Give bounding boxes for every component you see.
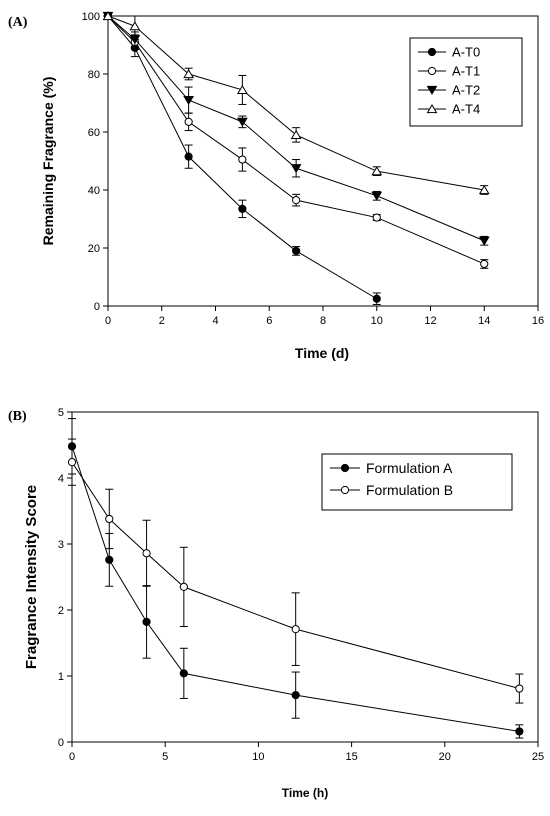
- panel-label: (A): [8, 15, 28, 30]
- series-line: [71, 446, 520, 732]
- x-tick-label: 0: [105, 315, 111, 327]
- legend-item: A-T2: [418, 83, 480, 98]
- legend-marker: [340, 485, 350, 495]
- data-point: [237, 84, 248, 95]
- data-point: [371, 166, 383, 176]
- x-tick-label: 14: [478, 315, 490, 327]
- legend-item: Formulation B: [330, 482, 453, 498]
- x-axis-title: Time (d): [295, 345, 349, 361]
- data-point: [105, 514, 114, 524]
- legend-marker: [427, 66, 437, 76]
- x-tick-label: 5: [162, 751, 168, 763]
- x-tick-label: 6: [266, 315, 272, 327]
- legend-label: Formulation A: [366, 460, 453, 476]
- y-tick-label: 1: [58, 671, 64, 683]
- data-point: [372, 294, 381, 303]
- x-tick-label: 4: [212, 315, 218, 327]
- data-point: [480, 259, 489, 269]
- legend-label: Formulation B: [366, 482, 453, 498]
- legend-item: A-T0: [418, 45, 480, 60]
- data-point: [237, 117, 248, 127]
- y-tick-label: 0: [58, 737, 64, 749]
- legend-item: A-T4: [418, 102, 480, 117]
- legend-label: A-T1: [452, 64, 480, 79]
- y-tick-label: 60: [88, 127, 100, 139]
- chart-panel-b: (B) 0 5 10 15 20 25 0 1 2 3 4 5 Time (h) Fragrance Int…: [8, 407, 544, 800]
- data-point: [105, 555, 114, 564]
- data-point: [290, 164, 302, 174]
- legend-box: [321, 453, 513, 511]
- plot-frame: [71, 411, 539, 743]
- data-point: [129, 21, 141, 31]
- series-formulation-b: [67, 438, 524, 704]
- data-point: [291, 625, 300, 634]
- y-tick-label: 0: [94, 301, 100, 313]
- data-point: [515, 684, 524, 693]
- data-point: [184, 117, 193, 126]
- x-tick-label: 8: [320, 315, 326, 327]
- x-axis-title: Time (h): [282, 786, 328, 800]
- x-tick-label: 20: [439, 751, 451, 763]
- data-point: [183, 96, 194, 106]
- y-tick-label: 40: [88, 185, 100, 197]
- data-point: [179, 669, 188, 678]
- data-point: [292, 196, 301, 205]
- data-point: [372, 213, 381, 222]
- legend-marker: [426, 103, 438, 114]
- data-point: [142, 549, 151, 558]
- data-point: [102, 10, 114, 21]
- x-tick-label: 0: [69, 751, 75, 763]
- y-tick-label: 3: [58, 539, 64, 551]
- series-a-t4: [102, 10, 490, 195]
- data-point: [371, 191, 383, 201]
- x-tick-label: 15: [345, 751, 357, 763]
- x-tick-label: 16: [532, 315, 544, 327]
- panel-label: (B): [8, 409, 27, 424]
- data-point: [478, 184, 490, 195]
- legend-item: A-T1: [418, 64, 480, 79]
- data-point: [290, 129, 302, 139]
- data-point: [142, 617, 151, 626]
- legend: A-T0 A-T1 A-T2 A-T4: [409, 37, 523, 127]
- data-point: [291, 691, 300, 700]
- series-line: [107, 15, 378, 300]
- y-tick-label: 5: [58, 407, 64, 419]
- data-point: [478, 236, 490, 246]
- x-tick-label: 2: [159, 315, 165, 327]
- legend-label: A-T0: [452, 45, 480, 60]
- data-point: [238, 204, 247, 213]
- x-tick-label: 25: [532, 751, 544, 763]
- y-tick-label: 2: [58, 605, 64, 617]
- legend-label: A-T2: [452, 83, 480, 98]
- legend-marker: [426, 85, 438, 96]
- legend-marker: [427, 47, 437, 57]
- series-line: [71, 461, 520, 690]
- chart-panel-a: (A) 0 2 4 6 8 10 12 14 16 0 20 40 60 80 100 Time (d) Rema…: [8, 10, 544, 361]
- data-point: [292, 246, 301, 255]
- x-tick-label: 12: [424, 315, 436, 327]
- x-tick-label: 10: [371, 315, 383, 327]
- y-tick-label: 80: [88, 69, 100, 81]
- data-point: [238, 155, 247, 164]
- data-point: [515, 727, 524, 736]
- data-point: [184, 152, 193, 161]
- data-point: [179, 582, 188, 592]
- legend: Formulation A Formulation B: [321, 453, 513, 511]
- data-point: [183, 68, 194, 79]
- legend-marker: [340, 463, 350, 473]
- y-axis-title: Remaining Fragrance (%): [40, 77, 56, 246]
- y-tick-label: 4: [58, 473, 64, 485]
- legend-label: A-T4: [452, 102, 480, 117]
- y-axis-title: Fragrance Intensity Score: [23, 485, 40, 669]
- series-formulation-a: [67, 418, 524, 739]
- x-tick-label: 10: [252, 751, 264, 763]
- legend-item: Formulation A: [330, 460, 453, 476]
- y-tick-label: 100: [82, 11, 100, 23]
- data-point: [67, 458, 77, 467]
- y-tick-label: 20: [88, 243, 100, 255]
